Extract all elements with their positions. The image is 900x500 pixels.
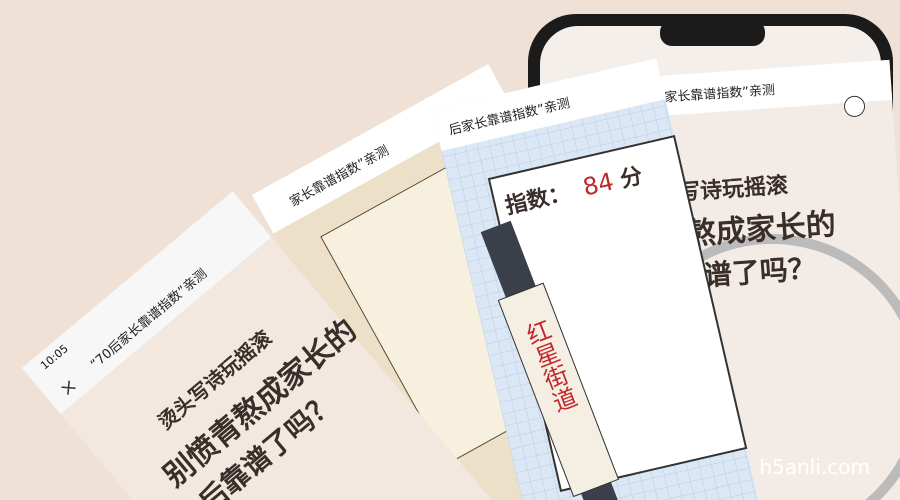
card-header <box>22 191 272 414</box>
card-header <box>252 64 510 234</box>
card: 10:05 “70后家长靠谱指数”亲测 烫头写诗玩摇滚 别愤青熬成家长的 后靠谱… <box>22 191 567 500</box>
card-header <box>431 58 666 151</box>
watermark: h5anli.com <box>759 455 870 479</box>
card-header <box>630 59 893 118</box>
phone-notch <box>660 20 765 46</box>
street-sign <box>497 282 620 498</box>
card: 后家长靠谱指数”亲测 指数： 84 分 红星街道 <box>431 58 774 500</box>
sound-icon[interactable] <box>844 95 866 117</box>
headline: 谱了吗？ <box>703 252 817 293</box>
card-body <box>22 191 567 500</box>
close-icon[interactable] <box>61 380 76 395</box>
score: 84 <box>580 167 616 201</box>
